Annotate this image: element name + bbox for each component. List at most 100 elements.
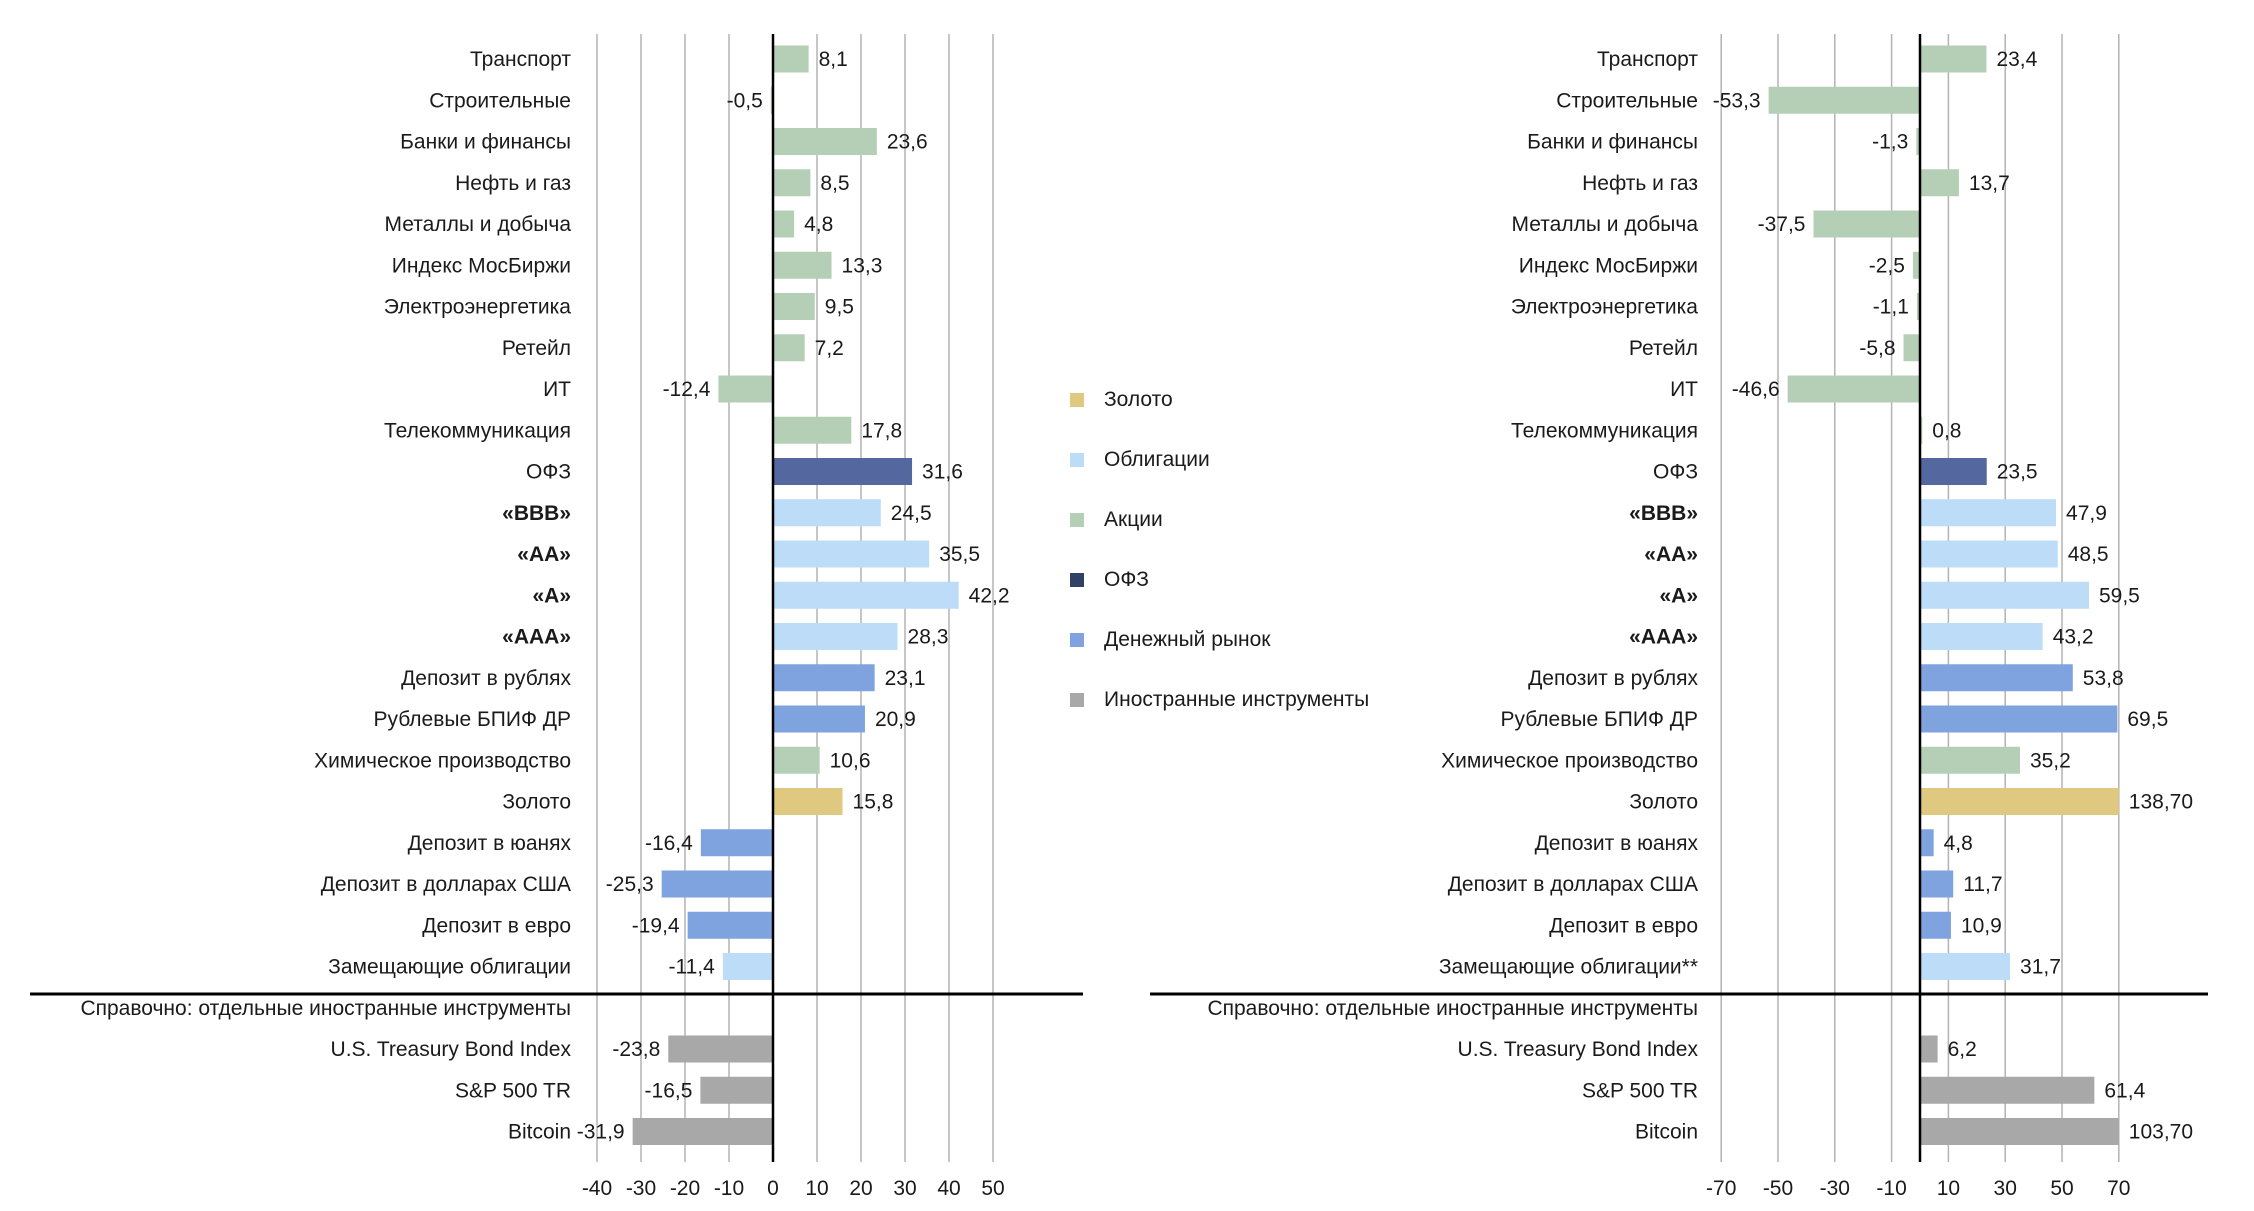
- right-category-label: «AAA»: [1629, 626, 1698, 649]
- right-tick-label: 10: [1937, 1177, 1960, 1200]
- left-bar: [773, 623, 898, 650]
- left-category-label: Bitcoin: [508, 1121, 571, 1144]
- right-bar: [1920, 953, 2011, 980]
- right-category-label: Замещающие облигации**: [1439, 956, 1698, 979]
- left-bar: [700, 1076, 773, 1104]
- left-category-label: Электроэнергетика: [384, 296, 572, 319]
- left-category-label: «A»: [532, 584, 571, 607]
- left-bar: [773, 45, 809, 73]
- right-bar: [1920, 1118, 2119, 1145]
- left-value-label: 10,6: [830, 749, 871, 772]
- left-value-label: 9,5: [825, 296, 854, 319]
- legend-label-ofz: ОФЗ: [1104, 568, 1149, 591]
- right-bar: [1920, 788, 2119, 815]
- right-category-label: «AA»: [1644, 543, 1698, 566]
- right-category-label: Золото: [1629, 791, 1698, 814]
- right-bar: [1920, 45, 1987, 73]
- right-value-label: -1,1: [1873, 296, 1909, 319]
- legend-item-bonds: Облигации: [1070, 445, 1430, 475]
- right-category-label: Индекс МосБиржи: [1519, 254, 1698, 277]
- left-tick-label: 20: [849, 1177, 872, 1200]
- left-bar: [773, 664, 875, 692]
- right-category-label: Металлы и добыча: [1512, 213, 1699, 236]
- right-bar: [1920, 870, 1954, 898]
- legend-swatch-stocks: [1070, 513, 1084, 527]
- left-value-label: 4,8: [804, 213, 833, 236]
- right-category-label: Ретейл: [1629, 337, 1698, 360]
- left-category-label: Металлы и добыча: [385, 213, 572, 236]
- left-tick-label: -40: [582, 1177, 612, 1200]
- right-value-label: -1,3: [1872, 131, 1908, 154]
- right-value-label: 48,5: [2068, 543, 2109, 566]
- left-category-label: Депозит в юанях: [408, 832, 572, 855]
- legend-item-foreign: Иностранные инструменты: [1070, 685, 1430, 715]
- right-category-label: U.S. Treasury Bond Index: [1458, 1038, 1699, 1061]
- left-tick-label: 0: [767, 1177, 779, 1200]
- right-bar: [1920, 746, 2020, 774]
- legend: Золото Облигации Акции ОФЗ Денежный рыно…: [1070, 385, 1430, 745]
- legend-item-gold: Золото: [1070, 385, 1430, 415]
- right-tick-label: -70: [1706, 1177, 1736, 1200]
- left-tick-label: -20: [670, 1177, 700, 1200]
- left-bar: [687, 911, 773, 939]
- left-value-label: 8,1: [819, 48, 848, 71]
- chart-left: -40 -30 -20 -10 0 10 20 30 40 50 Транспорт 8,1 Строи…: [30, 34, 1083, 1200]
- left-value-label: 28,3: [908, 626, 949, 649]
- right-bar: [1920, 581, 2089, 609]
- legend-swatch-ofz: [1070, 573, 1084, 587]
- right-category-label: Депозит в долларах США: [1448, 873, 1698, 896]
- left-value-label: 24,5: [891, 502, 932, 525]
- right-tick-label: 70: [2107, 1177, 2130, 1200]
- left-value-label: 8,5: [820, 172, 849, 195]
- right-bar: [1920, 499, 2057, 527]
- left-bar: [773, 210, 795, 238]
- left-category-label: «BBB»: [502, 502, 571, 525]
- right-bar: [1920, 169, 1959, 197]
- left-category-label: Химическое производство: [314, 749, 571, 772]
- left-bar: [668, 1035, 773, 1063]
- left-value-label: 23,6: [887, 131, 928, 154]
- left-bar: [773, 293, 815, 320]
- left-bar: [773, 540, 930, 568]
- right-value-label: 13,7: [1969, 172, 2010, 195]
- right-category-label: «A»: [1659, 584, 1698, 607]
- left-tick-label: 30: [893, 1177, 916, 1200]
- legend-label-money: Денежный рынок: [1104, 628, 1271, 651]
- right-tick-label: -10: [1876, 1177, 1906, 1200]
- right-value-label: -53,3: [1713, 89, 1761, 112]
- right-bar: [1920, 1076, 2095, 1104]
- right-category-label: «BBB»: [1629, 502, 1698, 525]
- right-bar: [1920, 705, 2118, 733]
- left-category-label: Депозит в долларах США: [321, 873, 571, 896]
- right-category-label: Депозит в юанях: [1535, 832, 1699, 855]
- right-tick-label: 50: [2050, 1177, 2073, 1200]
- right-tick-label: 30: [1994, 1177, 2017, 1200]
- legend-item-stocks: Акции: [1070, 505, 1430, 535]
- left-value-label: 7,2: [815, 337, 844, 360]
- right-bar: [1813, 210, 1920, 238]
- right-bar: [1920, 458, 1987, 485]
- right-value-label: 35,2: [2030, 749, 2071, 772]
- right-value-label: 4,8: [1944, 832, 1973, 855]
- legend-swatch-money: [1070, 633, 1084, 647]
- left-category-label: U.S. Treasury Bond Index: [331, 1038, 572, 1061]
- left-category-label: S&P 500 TR: [455, 1079, 571, 1102]
- left-value-label: -11,4: [669, 956, 716, 979]
- right-tick-label: -30: [1820, 1177, 1850, 1200]
- left-category-label: Рублевые БПИФ ДР: [373, 708, 571, 731]
- right-value-label: 47,9: [2066, 502, 2107, 525]
- right-bar: [1787, 375, 1920, 403]
- left-category-label: Депозит в евро: [422, 914, 571, 937]
- right-bar: [1916, 128, 1920, 155]
- left-value-label: 35,5: [939, 543, 980, 566]
- legend-label-gold: Золото: [1104, 388, 1173, 411]
- legend-swatch-bonds: [1070, 453, 1084, 467]
- right-category-label: Депозит в рублях: [1528, 667, 1698, 690]
- left-value-label: -16,5: [645, 1079, 693, 1102]
- right-bar: [1903, 334, 1920, 362]
- chart-right: -70 -50 -30 -10 10 30 50 70 Транспорт 23,4 Строите…: [1150, 34, 2208, 1200]
- left-category-label: Замещающие облигации: [328, 956, 571, 979]
- left-bar: [722, 953, 773, 980]
